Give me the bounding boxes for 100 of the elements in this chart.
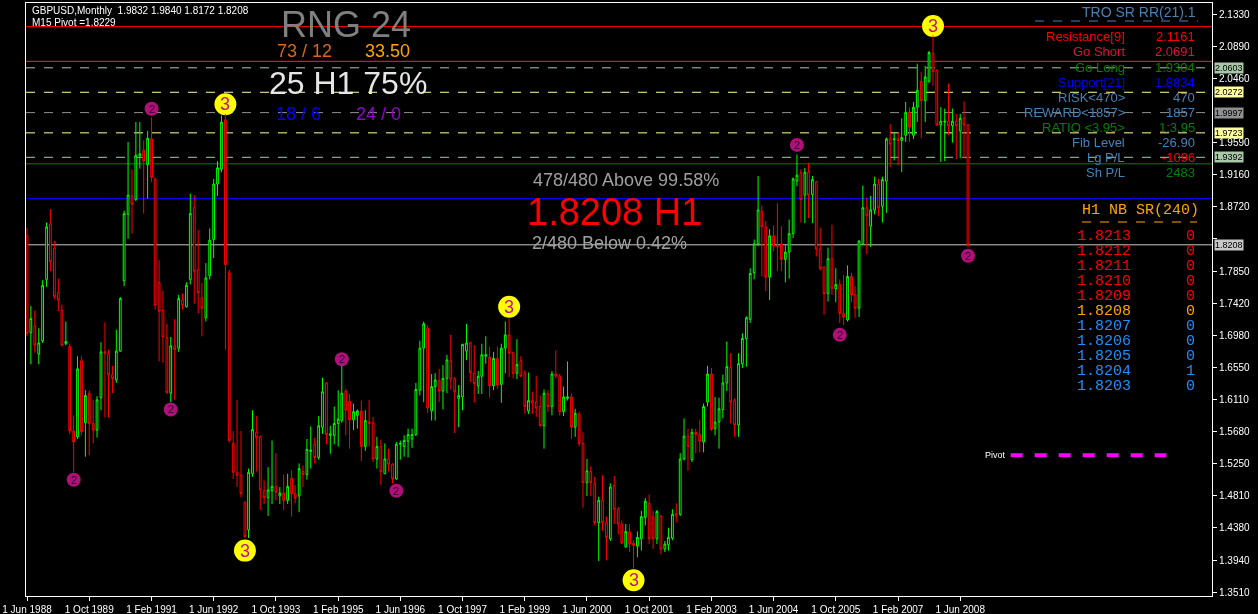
annotation: 2483: [1166, 165, 1195, 180]
annotation: 0: [1186, 333, 1196, 350]
x-tick-label: 1 Jun 2004: [748, 604, 799, 614]
annotation: 2: [794, 139, 801, 151]
x-tick-label: 1 Oct 1989: [64, 604, 115, 614]
chart-title: GBPUSD,Monthly 1.9832 1.9840 1.8172 1.8208: [32, 5, 249, 16]
y-tick-label: 2.1330: [1219, 8, 1251, 20]
candlestick: [282, 474, 286, 511]
annotation: 2.1161: [1156, 29, 1195, 44]
x-tick-label: 1 Feb 1999: [499, 604, 551, 614]
annotation: -1096: [1162, 150, 1196, 165]
annotation: 2: [393, 485, 400, 497]
ref-line-label: 2.0603: [1215, 63, 1243, 73]
annotation: 1.8210: [1077, 273, 1132, 290]
annotation: 3: [504, 297, 515, 317]
candlestick: [433, 372, 437, 422]
annotation: H1 NB SR(240): [1082, 202, 1200, 219]
x-tick-label: 1 Jun 1988: [2, 604, 53, 614]
candlestick: [224, 113, 227, 351]
candlestick: [359, 400, 363, 462]
annotation: RISK<470>: [1058, 90, 1126, 105]
y-tick-label: 1.6550: [1219, 361, 1251, 373]
candlestick: [394, 441, 398, 481]
annotation: Support[21]: [1058, 75, 1126, 90]
candlestick: [297, 462, 301, 513]
y-tick-label: 1.8720: [1219, 201, 1251, 213]
candlestick: [846, 264, 849, 323]
annotation: 2: [149, 103, 156, 115]
annotation: 478/480 Above 99.58%: [533, 170, 720, 190]
x-tick-label: 1 Jun 2008: [935, 604, 986, 614]
x-tick-label: 1 Feb 2003: [686, 604, 738, 614]
annotation: 1.8205: [1077, 348, 1132, 365]
candlestick: [507, 318, 511, 378]
candlestick: [185, 281, 188, 308]
candlestick: [290, 469, 293, 518]
x-tick-label: 1 Oct 2001: [624, 604, 675, 614]
y-tick-label: 1.7420: [1219, 297, 1251, 309]
annotation: 0: [1186, 243, 1196, 260]
candlestick: [803, 167, 807, 224]
annotation: 1: [1186, 363, 1196, 380]
candlestick: [472, 344, 476, 404]
annotation: 1.8212: [1077, 243, 1132, 260]
annotation: 73 / 12: [277, 41, 333, 61]
candlestick: [406, 428, 410, 459]
annotation: REWARD<1857>: [1024, 105, 1126, 120]
candlestick: [542, 389, 546, 450]
annotation: 1.9304: [1155, 60, 1195, 75]
candlestick: [900, 117, 904, 173]
candlestick: [41, 279, 44, 344]
annotation: 1.8204: [1077, 363, 1132, 380]
y-tick-label: 2.0890: [1219, 41, 1251, 53]
annotation: Sh P/L: [1086, 165, 1126, 180]
y-tick-label: 1.5680: [1219, 426, 1251, 438]
annotation: 0: [1186, 288, 1196, 305]
y-tick-label: 1.7850: [1219, 265, 1251, 277]
ref-line-label: 1.8208: [1215, 240, 1243, 250]
x-tick-label: 1 Jun 1996: [375, 604, 426, 614]
x-tick-label: 1 Feb 1991: [126, 604, 178, 614]
x-tick-label: 1 Jun 2000: [562, 604, 613, 614]
candlestick: [904, 101, 908, 143]
series-label: Pivot: [985, 450, 1006, 460]
annotation: 1.8209: [1077, 288, 1132, 305]
x-tick-label: 1 Oct 1997: [438, 604, 488, 614]
annotation: 3: [629, 570, 640, 590]
candlestick: [515, 338, 519, 380]
annotation: 1.8207: [1077, 318, 1132, 335]
annotation: 1857: [1166, 105, 1195, 120]
annotation: 2: [168, 403, 175, 415]
candlestick: [807, 162, 810, 219]
annotation: 1.8834: [1155, 75, 1195, 90]
candlestick: [624, 523, 628, 549]
annotation: 2: [965, 250, 972, 262]
annotation: 0: [1186, 273, 1196, 290]
annotation: 0: [1186, 228, 1196, 245]
annotation: 33.50: [365, 41, 411, 61]
annotation: 2.0691: [1155, 44, 1195, 59]
x-tick-label: 1 Oct 2005: [811, 604, 861, 614]
ref-line-label: 1.9392: [1215, 152, 1243, 162]
annotation: 1.8213: [1077, 228, 1132, 245]
candlestick: [776, 202, 779, 272]
annotation: 1.8203: [1077, 378, 1132, 395]
annotation: 1.8208 H1: [527, 191, 703, 233]
x-tick-label: 1 Oct 1993: [251, 604, 301, 614]
y-tick-label: 1.6110: [1219, 394, 1250, 406]
annotation: 1.8211: [1077, 258, 1132, 275]
annotation: 0: [1186, 348, 1196, 365]
annotation: 470: [1173, 90, 1195, 105]
annotation: 18 / 6: [276, 104, 322, 124]
candlestick: [87, 389, 91, 456]
candlestick: [379, 439, 383, 486]
candlestick: [103, 321, 107, 419]
annotation: TRO SR RR(21).1: [1082, 4, 1196, 20]
ref-line-label: 1.9997: [1215, 108, 1243, 118]
y-tick-label: 1.4810: [1219, 490, 1251, 502]
y-tick-label: 1.9590: [1219, 137, 1251, 149]
annotation: 25 H1 75%: [269, 65, 428, 101]
candlestick: [710, 367, 713, 432]
y-tick-label: 1.5250: [1219, 457, 1251, 469]
annotation: M15 Pivot =1.8229: [32, 17, 117, 28]
annotation: Fib Level: [1072, 135, 1125, 150]
